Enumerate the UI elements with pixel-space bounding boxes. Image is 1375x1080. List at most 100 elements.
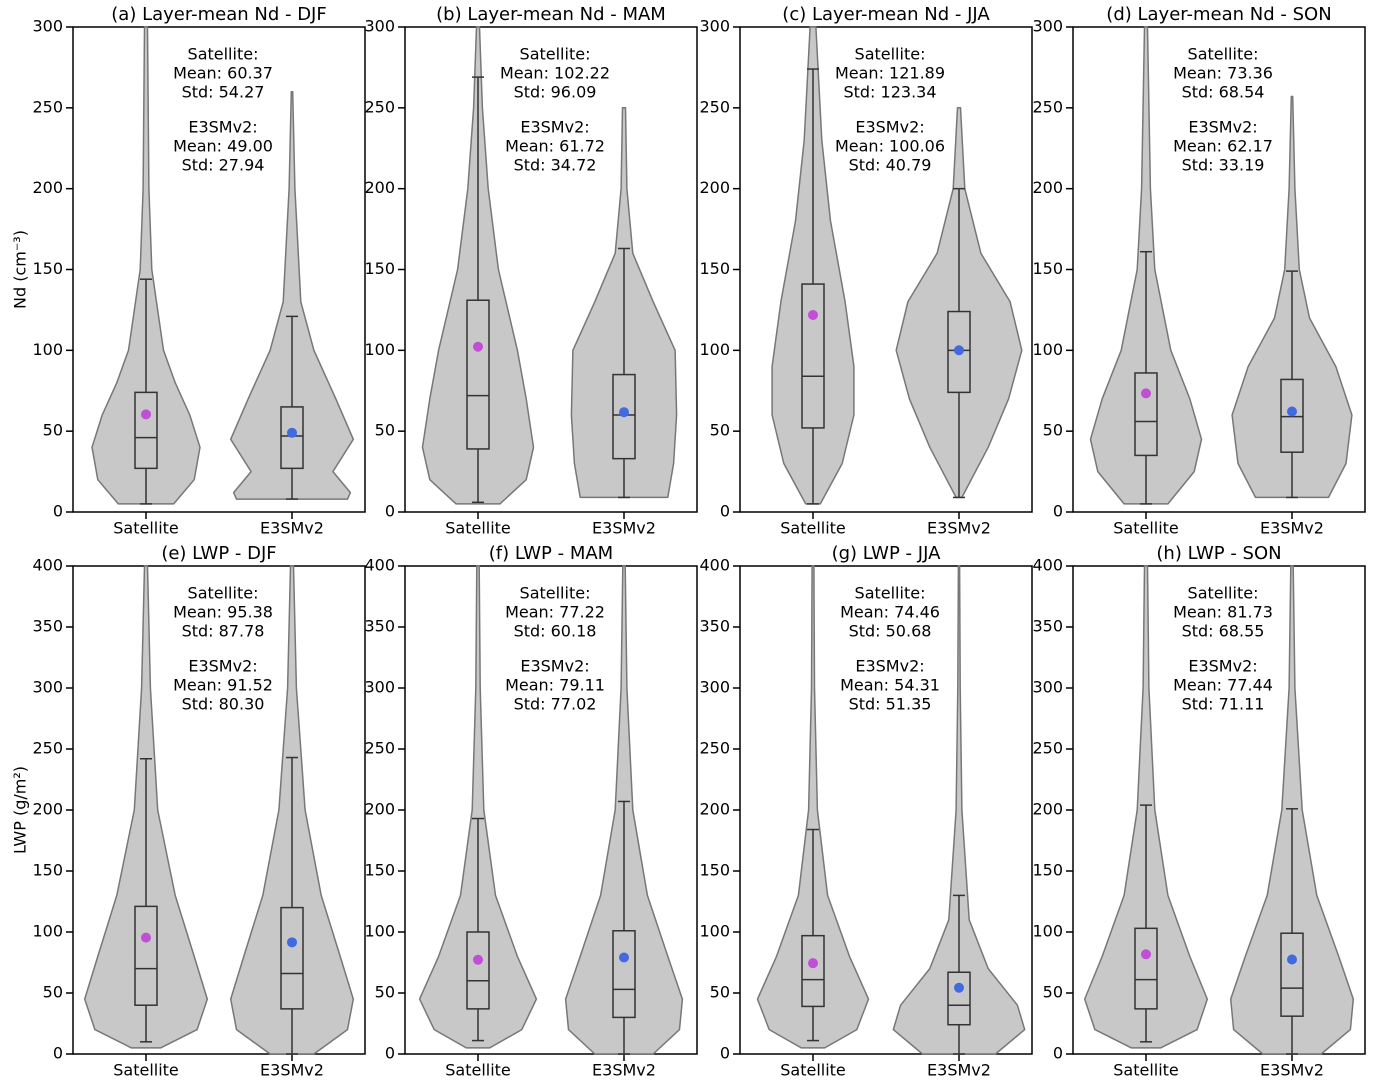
box: [466, 931, 490, 1010]
box: [947, 310, 971, 394]
mean-dot: [619, 952, 629, 963]
y-tick-label: 200: [364, 800, 395, 819]
violin: [756, 565, 870, 1049]
box: [612, 930, 636, 1019]
y-tick-label: 50: [1043, 983, 1063, 1002]
violin: [91, 26, 201, 505]
y-tick-label: 0: [720, 1044, 730, 1063]
box: [1134, 372, 1158, 457]
y-tick-label: 0: [1053, 502, 1063, 521]
annotation: E3SMv2:: [1188, 657, 1257, 676]
x-tick-label: Satellite: [445, 519, 511, 538]
box: [947, 971, 971, 1026]
panel-title: (f) LWP - MAM: [489, 543, 613, 564]
mean-dot: [473, 341, 483, 352]
annotation: Satellite:: [1188, 45, 1259, 64]
y-tick-label: 350: [364, 617, 395, 636]
annotation: E3SMv2:: [188, 118, 257, 137]
annotation: E3SMv2:: [855, 118, 924, 137]
y-tick-label: 250: [364, 97, 395, 116]
y-tick-label: 150: [32, 861, 63, 880]
mean-dot: [1287, 406, 1297, 417]
mean-dot: [619, 407, 629, 418]
box: [280, 906, 304, 1010]
y-tick-label: 400: [32, 556, 63, 575]
mean-dot: [954, 345, 964, 356]
mean-dot: [287, 427, 297, 438]
annotation: E3SMv2:: [1188, 118, 1257, 137]
annotation: Mean: 95.38: [173, 603, 273, 622]
y-tick-label: 50: [43, 421, 63, 440]
y-tick-label: 400: [364, 556, 395, 575]
y-tick-label: 100: [364, 922, 395, 941]
y-tick-label: 100: [699, 340, 730, 359]
y-tick-label: 300: [32, 17, 63, 36]
x-tick-label: E3SMv2: [927, 1061, 991, 1080]
mean-dot: [1141, 949, 1151, 960]
mean-dot: [141, 932, 151, 943]
y-tick-label: 200: [699, 178, 730, 197]
annotation: E3SMv2:: [855, 657, 924, 676]
x-tick-label: Satellite: [780, 1061, 846, 1080]
y-tick-label: 0: [53, 502, 63, 521]
y-tick-label: 0: [385, 502, 395, 521]
y-tick-label: 100: [1032, 340, 1063, 359]
violin: [892, 565, 1026, 1055]
annotation: Std: 60.18: [514, 622, 597, 641]
annotation: E3SMv2:: [520, 118, 589, 137]
annotation: E3SMv2:: [188, 657, 257, 676]
annotation: Mean: 102.22: [500, 64, 610, 83]
y-tick-label: 200: [364, 178, 395, 197]
box: [801, 934, 825, 1008]
annotation: Satellite:: [855, 584, 926, 603]
annotation: Std: 50.68: [849, 622, 932, 641]
annotation: Std: 80.30: [182, 695, 265, 714]
box: [280, 406, 304, 470]
annotation: Std: 51.35: [849, 695, 932, 714]
panel-title: (a) Layer-mean Nd - DJF: [111, 4, 326, 25]
panel-title: (g) LWP - JJA: [832, 543, 941, 564]
y-tick-label: 250: [32, 97, 63, 116]
annotation: Mean: 73.36: [1173, 64, 1273, 83]
y-tick-label: 0: [720, 502, 730, 521]
box: [1280, 932, 1304, 1017]
panel-title: (d) Layer-mean Nd - SON: [1106, 4, 1331, 25]
annotation: Mean: 121.89: [835, 64, 945, 83]
y-tick-label: 350: [699, 617, 730, 636]
annotation: Std: 33.19: [1182, 156, 1265, 175]
y-axis-label: Nd (cm⁻³): [11, 230, 30, 309]
annotation: Mean: 61.72: [505, 137, 605, 156]
box: [612, 373, 636, 460]
annotation: Mean: 91.52: [173, 676, 273, 695]
x-tick-label: E3SMv2: [927, 519, 991, 538]
annotation: Std: 68.55: [1182, 622, 1265, 641]
y-tick-label: 250: [364, 739, 395, 758]
annotation: Std: 123.34: [843, 83, 936, 102]
y-tick-label: 250: [32, 739, 63, 758]
x-tick-label: E3SMv2: [1260, 519, 1324, 538]
annotation: Mean: 77.44: [1173, 676, 1273, 695]
mean-dot: [808, 309, 818, 320]
annotation: Mean: 54.31: [840, 676, 940, 695]
annotation: Std: 96.09: [514, 83, 597, 102]
annotation: Std: 68.54: [1182, 83, 1265, 102]
annotation: Satellite:: [188, 584, 259, 603]
y-tick-label: 300: [1032, 17, 1063, 36]
y-tick-label: 150: [32, 259, 63, 278]
annotation: Std: 87.78: [182, 622, 265, 641]
mean-dot: [473, 954, 483, 965]
y-tick-label: 300: [364, 17, 395, 36]
x-tick-label: Satellite: [445, 1061, 511, 1080]
y-tick-label: 200: [699, 800, 730, 819]
y-tick-label: 300: [699, 678, 730, 697]
annotation: Satellite:: [855, 45, 926, 64]
y-tick-label: 150: [699, 861, 730, 880]
x-tick-label: Satellite: [780, 519, 846, 538]
y-tick-label: 300: [699, 17, 730, 36]
y-tick-label: 50: [710, 983, 730, 1002]
annotation: Std: 40.79: [849, 156, 932, 175]
y-tick-label: 100: [364, 340, 395, 359]
y-tick-label: 300: [32, 678, 63, 697]
box: [466, 299, 490, 450]
